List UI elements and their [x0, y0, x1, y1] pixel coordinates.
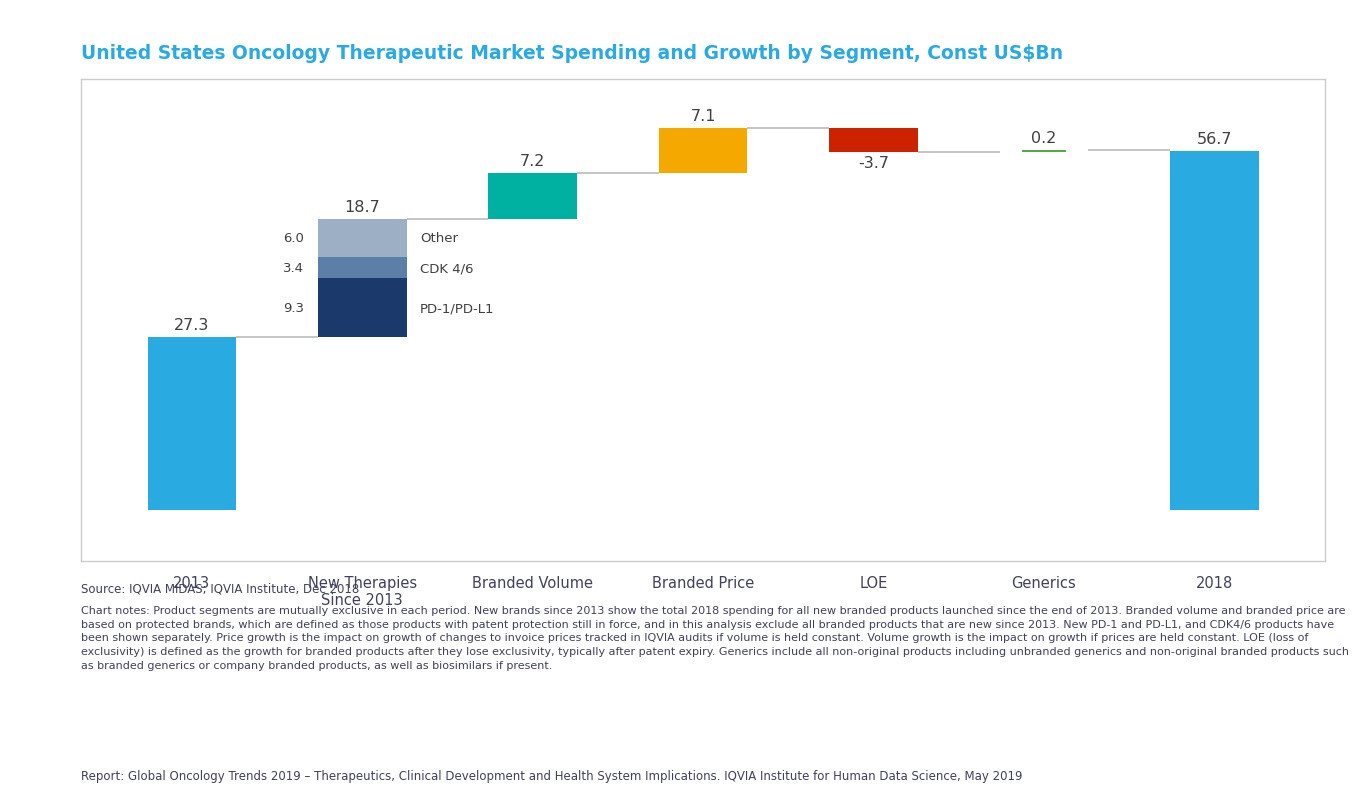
Text: Other: Other: [420, 232, 458, 245]
Bar: [1022, 151, 1065, 152]
Bar: [147, 338, 237, 511]
Text: CDK 4/6: CDK 4/6: [420, 261, 473, 275]
Text: 7.1: 7.1: [691, 109, 715, 124]
Text: 6.0: 6.0: [284, 232, 304, 245]
Bar: [1169, 152, 1259, 511]
Text: 56.7: 56.7: [1197, 132, 1232, 147]
Bar: [318, 257, 407, 279]
Bar: [488, 174, 577, 220]
Text: 18.7: 18.7: [345, 200, 380, 214]
Text: 7.2: 7.2: [521, 154, 545, 169]
Bar: [658, 129, 748, 174]
Text: -3.7: -3.7: [859, 156, 888, 171]
Text: Report: Global Oncology Trends 2019 – Therapeutics, Clinical Development and Hea: Report: Global Oncology Trends 2019 – Th…: [81, 769, 1022, 782]
Bar: [318, 220, 407, 257]
Text: 27.3: 27.3: [174, 318, 210, 333]
Bar: [318, 279, 407, 338]
Text: PD-1/PD-L1: PD-1/PD-L1: [420, 302, 495, 315]
Text: Chart notes: Product segments are mutually exclusive in each period. New brands : Chart notes: Product segments are mutual…: [81, 606, 1349, 670]
Text: Source: IQVIA MIDAS; IQVIA Institute, Dec 2018: Source: IQVIA MIDAS; IQVIA Institute, De…: [81, 581, 360, 594]
Text: 9.3: 9.3: [284, 302, 304, 315]
Bar: [829, 129, 918, 152]
Text: 3.4: 3.4: [284, 261, 304, 275]
Text: 0.2: 0.2: [1032, 131, 1056, 146]
Text: United States Oncology Therapeutic Market Spending and Growth by Segment, Const : United States Oncology Therapeutic Marke…: [81, 44, 1063, 63]
